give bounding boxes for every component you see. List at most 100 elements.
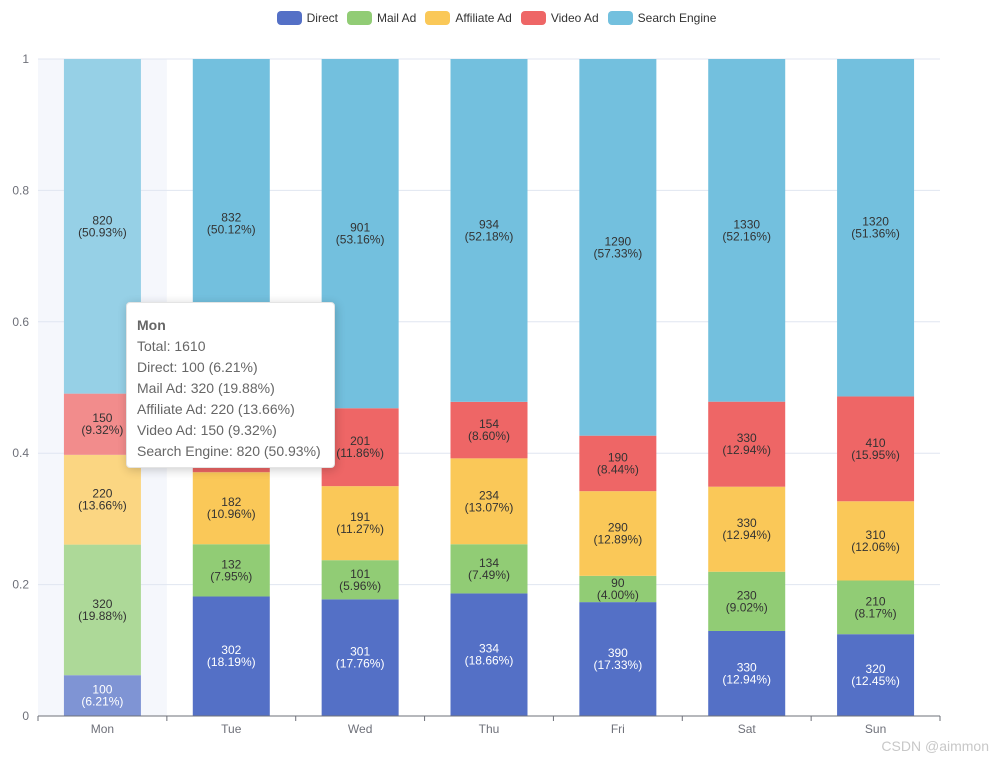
bar-fri-search-engine: [579, 59, 657, 436]
y-tick-label: 0.4: [12, 446, 29, 460]
tooltip-line-search-engine: Search Engine: 820 (50.93%): [137, 443, 321, 459]
data-label-value: 134: [479, 556, 499, 570]
data-label-percent: (57.33%): [594, 246, 643, 260]
data-label-percent: (51.36%): [851, 227, 900, 241]
data-label-percent: (18.66%): [465, 654, 514, 668]
x-tick-label: Sun: [865, 722, 886, 736]
data-label-value: 182: [221, 495, 241, 509]
data-label-value: 154: [479, 417, 499, 431]
y-tick-label: 0: [22, 709, 29, 723]
bar-sat-mail-ad: [708, 571, 786, 631]
data-label-value: 100: [92, 683, 112, 697]
x-tick-label: Thu: [479, 722, 500, 736]
data-label-value: 330: [737, 660, 757, 674]
legend-item-mail-ad[interactable]: Mail Ad: [346, 11, 416, 25]
bar-fri-video-ad: [579, 435, 657, 492]
data-label-percent: (6.21%): [81, 695, 123, 709]
tooltip: Mon Total: 1610 Direct: 100 (6.21%) Mail…: [126, 302, 335, 468]
y-tick-label: 0.6: [12, 315, 29, 329]
bar-tue-direct: [192, 596, 270, 716]
bar-sun-mail-ad: [837, 580, 915, 635]
data-label-percent: (12.89%): [594, 533, 643, 547]
data-label-percent: (12.06%): [851, 540, 900, 554]
data-label-percent: (12.94%): [722, 443, 771, 457]
bar-wed-affiliate-ad: [321, 486, 399, 561]
tooltip-line-mail-ad: Mail Ad: 320 (19.88%): [137, 380, 275, 396]
bar-mon-mail-ad: [63, 544, 141, 676]
tooltip-line-direct: Direct: 100 (6.21%): [137, 359, 258, 375]
data-label-percent: (13.07%): [465, 500, 514, 514]
data-label-value: 1320: [862, 215, 889, 229]
data-label-percent: (15.95%): [851, 448, 900, 462]
data-label-percent: (9.02%): [726, 600, 768, 614]
bar-sat-search-engine: [708, 59, 786, 402]
x-tick-label: Sat: [738, 722, 757, 736]
data-label-value: 302: [221, 643, 241, 657]
data-label-percent: (12.94%): [722, 672, 771, 686]
bar-thu-video-ad: [450, 401, 528, 459]
data-label-percent: (10.96%): [207, 507, 256, 521]
data-label-value: 310: [866, 528, 886, 542]
data-label-percent: (5.96%): [339, 579, 381, 593]
legend-item-direct[interactable]: Direct: [276, 11, 338, 25]
data-label-value: 820: [92, 213, 112, 227]
data-label-value: 290: [608, 521, 628, 535]
legend-item-affiliate-ad[interactable]: Affiliate Ad: [425, 11, 512, 25]
data-label-percent: (52.16%): [722, 229, 771, 243]
y-tick-label: 0.8: [12, 183, 29, 197]
bar-sat-affiliate-ad: [708, 486, 786, 572]
data-label-percent: (12.45%): [851, 674, 900, 688]
data-label-value: 1330: [733, 217, 760, 231]
x-tick-label: Tue: [221, 722, 242, 736]
data-label-value: 1290: [605, 234, 632, 248]
x-tick-label: Fri: [611, 722, 625, 736]
data-label-percent: (12.94%): [722, 528, 771, 542]
legend-swatch: [425, 11, 451, 25]
bar-sun-affiliate-ad: [837, 501, 915, 581]
data-label-percent: (4.00%): [597, 588, 639, 602]
legend-label: Affiliate Ad: [455, 11, 512, 25]
bar-thu-affiliate-ad: [450, 458, 528, 545]
data-label-value: 220: [92, 487, 112, 501]
bar-sat-direct: [708, 630, 786, 716]
data-label-value: 150: [92, 411, 112, 425]
data-label-value: 320: [92, 597, 112, 611]
data-label-value: 934: [479, 217, 499, 231]
data-label-value: 101: [350, 567, 370, 581]
bar-tue-affiliate-ad: [192, 472, 270, 545]
tooltip-title: Mon: [137, 317, 166, 333]
data-label-value: 390: [608, 646, 628, 660]
data-label-value: 234: [479, 488, 499, 502]
data-label-percent: (8.60%): [468, 429, 510, 443]
legend-item-search-engine[interactable]: Search Engine: [607, 11, 716, 25]
bar-fri-affiliate-ad: [579, 491, 657, 576]
data-label-percent: (9.32%): [81, 423, 123, 437]
bar-thu-direct: [450, 593, 528, 716]
bar-thu-mail-ad: [450, 544, 528, 594]
tooltip-line-video-ad: Video Ad: 150 (9.32%): [137, 422, 277, 438]
bar-mon-affiliate-ad: [63, 454, 141, 545]
data-label-percent: (7.95%): [210, 569, 252, 583]
data-label-percent: (13.66%): [78, 499, 127, 513]
data-label-percent: (18.19%): [207, 655, 256, 669]
legend-label: Direct: [306, 11, 338, 25]
data-label-value: 210: [866, 594, 886, 608]
legend-item-video-ad[interactable]: Video Ad: [520, 11, 599, 25]
bar-sat-video-ad: [708, 401, 786, 487]
data-label-percent: (52.18%): [465, 229, 514, 243]
data-label-value: 320: [866, 662, 886, 676]
data-label-value: 330: [737, 431, 757, 445]
x-tick-label: Wed: [348, 722, 372, 736]
data-label-percent: (7.49%): [468, 568, 510, 582]
data-label-value: 230: [737, 588, 757, 602]
bar-sun-search-engine: [837, 59, 915, 397]
bar-sun-direct: [837, 634, 915, 716]
legend-label: Video Ad: [550, 11, 599, 25]
data-label-percent: (53.16%): [336, 233, 385, 247]
data-label-percent: (11.86%): [336, 446, 384, 460]
data-label-value: 132: [221, 557, 241, 571]
data-label-value: 334: [479, 642, 499, 656]
bar-wed-mail-ad: [321, 560, 399, 600]
data-label-value: 410: [866, 436, 886, 450]
